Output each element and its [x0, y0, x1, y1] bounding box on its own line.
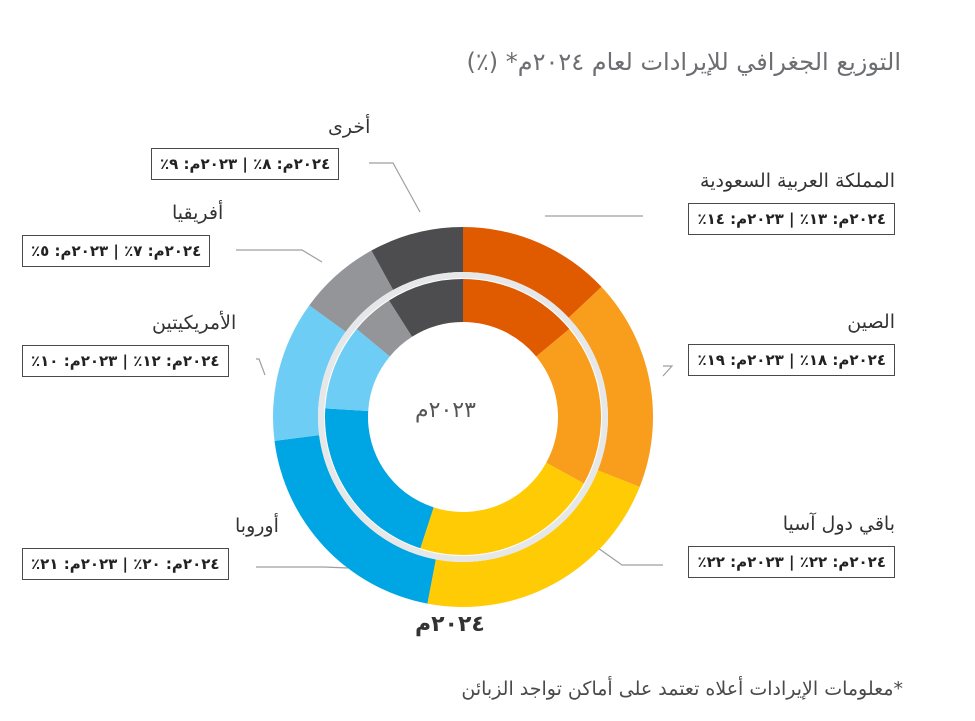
label-rest-asia-name: باقي دول آسيا	[782, 513, 895, 535]
outer-slice-other	[371, 227, 463, 290]
outer-slice-americas	[273, 305, 346, 441]
inner-slice-china	[536, 329, 601, 484]
leader-line-other	[369, 162, 421, 213]
footnote: *معلومات الإيرادات أعلاه تعتمد على أماكن…	[461, 678, 903, 700]
label-saudi-name: المملكة العربية السعودية	[700, 170, 895, 192]
outer-slice-africa	[309, 250, 394, 332]
inner-ring-2023	[324, 279, 601, 555]
leader-line-china	[662, 365, 674, 377]
leader-lines	[236, 162, 674, 569]
label-africa-name: أفريقيا	[172, 202, 224, 224]
label-americas-name: الأمريكيتين	[152, 312, 237, 334]
leader-line-africa	[236, 249, 323, 263]
outer-slice-china	[568, 286, 653, 487]
inner-slice-americas	[325, 329, 390, 412]
inner-slice-africa	[356, 300, 413, 357]
label-saudi-values: ٢٠٢٤م: ١٣٪ | ٢٠٢٣م: ١٤٪	[688, 203, 895, 235]
label-europe-values: ٢٠٢٤م: ٢٠٪ | ٢٠٢٣م: ٢١٪	[22, 548, 229, 580]
label-other-name: أخرى	[328, 116, 371, 138]
inner-slice-saudi	[463, 279, 570, 357]
label-other-values: ٢٠٢٤م: ٨٪ | ٢٠٢٣م: ٩٪	[151, 148, 340, 180]
inner-slice-europe	[324, 408, 434, 549]
inner-slice-rest-asia	[420, 462, 584, 555]
leader-line-rest-asia	[597, 547, 663, 566]
label-americas-values: ٢٠٢٤م: ١٢٪ | ٢٠٢٣م: ١٠٪	[22, 345, 229, 377]
outer-slice-europe	[274, 435, 436, 604]
outer-slice-saudi	[463, 227, 602, 318]
inner-slice-other	[389, 279, 463, 337]
ring-separator	[318, 272, 608, 562]
outer-ring-2024	[273, 227, 653, 607]
label-china-values: ٢٠٢٤م: ١٨٪ | ٢٠٢٣م: ١٩٪	[688, 344, 895, 376]
label-europe-name: أوروبا	[235, 515, 279, 537]
outer-ring-year-label: ٢٠٢٤م	[415, 612, 485, 637]
chart-title: التوزيع الجغرافي للإيرادات لعام ٢٠٢٤م* (…	[466, 48, 901, 76]
label-africa-values: ٢٠٢٤م: ٧٪ | ٢٠٢٣م: ٥٪	[22, 235, 211, 267]
leader-line-americas	[256, 358, 266, 376]
label-rest-asia-values: ٢٠٢٤م: ٢٢٪ | ٢٠٢٣م: ٢٢٪	[688, 546, 895, 578]
leader-line-europe	[256, 566, 349, 569]
inner-ring-year-label: ٢٠٢٣م	[415, 398, 476, 423]
label-china-name: الصين	[847, 311, 895, 333]
outer-slice-rest-asia	[427, 470, 640, 607]
